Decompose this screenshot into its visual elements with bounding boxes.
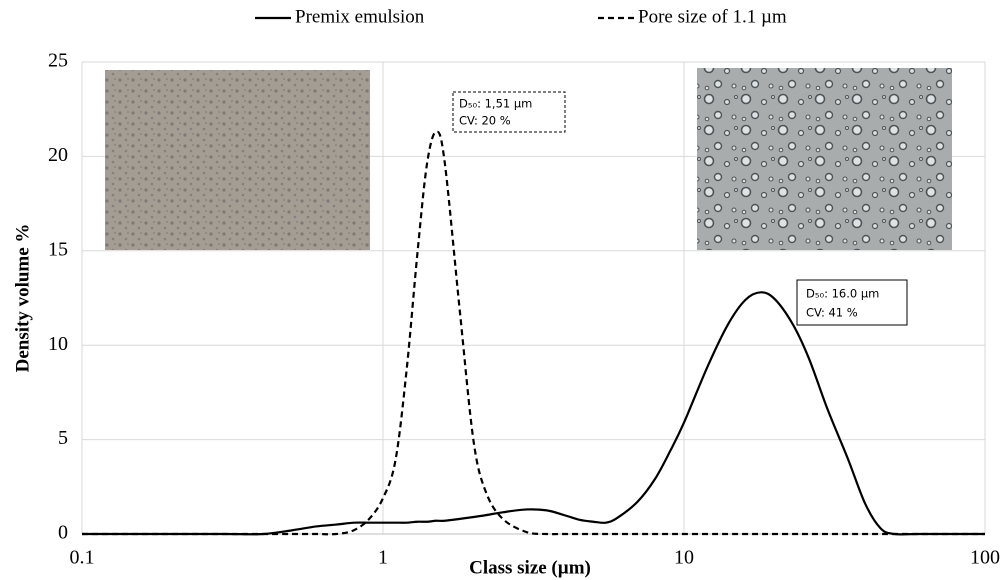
legend-label: Premix emulsion	[295, 6, 425, 27]
annotation-text: D₅₀: 16.0 µm	[806, 287, 879, 301]
y-tick-label: 25	[48, 50, 68, 72]
y-tick-label: 15	[48, 238, 68, 260]
micrograph-premix	[105, 70, 370, 250]
y-tick-label: 0	[58, 522, 68, 544]
annotation-text: D₅₀: 1,51 µm	[459, 97, 532, 111]
x-tick-label: 0.1	[70, 547, 95, 569]
y-tick-label: 5	[58, 427, 68, 449]
annotations: D₅₀: 1,51 µm CV: 20 % D₅₀: 16.0 µm CV: 4…	[452, 91, 908, 326]
plot-area	[81, 130, 985, 536]
y-tick-label: 10	[48, 333, 68, 355]
x-tick-label: 1	[378, 547, 388, 569]
micrograph-membrane	[697, 68, 952, 250]
y-tick-label: 20	[48, 144, 68, 166]
y-axis-title: Density volume %	[12, 224, 33, 373]
x-axis-title: Class size (µm)	[469, 557, 591, 578]
legend-label: Pore size of 1.1 µm	[638, 6, 787, 27]
annotation-text: CV: 20 %	[459, 114, 511, 128]
micrographs	[105, 68, 952, 250]
annotation-text: CV: 41 %	[806, 306, 858, 320]
legend: Premix emulsion Pore size of 1.1 µm	[255, 6, 787, 27]
annotation-box	[452, 91, 566, 133]
data-line	[81, 291, 985, 536]
x-tick-label: 10	[674, 547, 694, 569]
data-line	[81, 130, 985, 536]
annotation-box	[796, 279, 908, 326]
x-tick-label: 100	[970, 547, 1000, 569]
